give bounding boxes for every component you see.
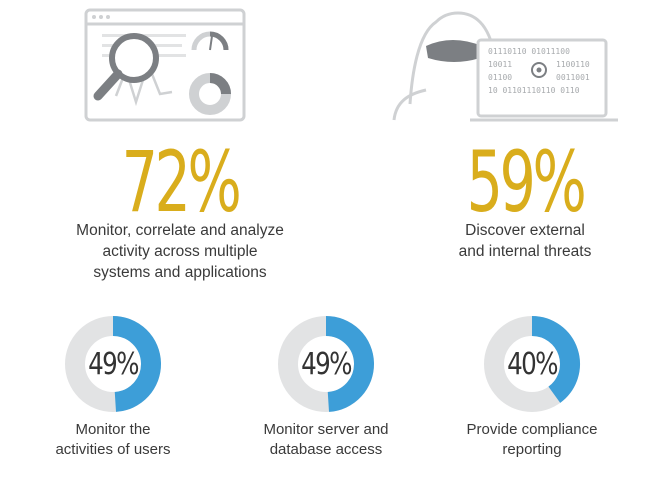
- stat-59-value: 59%: [466, 133, 587, 231]
- donut-percent-label: 49%: [88, 348, 138, 382]
- donut-percent-label: 40%: [507, 348, 557, 382]
- caption-line: Provide compliance: [466, 421, 598, 438]
- donut-value-arc: [531, 316, 580, 403]
- donut-users-caption: Monitor the activities of users: [33, 420, 193, 460]
- caption-line: systems and applications: [93, 264, 267, 281]
- donut-percent-label: 49%: [301, 348, 351, 382]
- binary-line-6: 10 01101110110 0110: [488, 86, 580, 95]
- stat-59-caption: Discover external and internal threats: [395, 220, 655, 262]
- donut-value-arc: [112, 316, 161, 412]
- hacker-laptop-icon: 01110110 01011100 10011 1100110 01100 00…: [392, 11, 618, 122]
- binary-line-1: 01110110 01011100: [488, 47, 570, 56]
- donut-server-db: 49%: [278, 316, 374, 412]
- caption-line: Discover external: [465, 222, 585, 239]
- donut-value-arc: [325, 316, 374, 412]
- donut-users: 49%: [65, 316, 161, 412]
- caption-line: activity across multiple: [102, 243, 258, 260]
- caption-line: database access: [269, 441, 383, 458]
- stat-72-value: 72%: [121, 133, 242, 231]
- binary-line-3: 1100110: [556, 60, 590, 69]
- caption-line: and internal threats: [458, 243, 592, 260]
- caption-line: Monitor server and: [263, 421, 389, 438]
- binary-line-4: 01100: [488, 73, 512, 82]
- caption-line: Monitor the: [75, 421, 151, 438]
- caption-line: reporting: [502, 441, 562, 458]
- caption-line: activities of users: [55, 441, 171, 458]
- donut-compliance: 40%: [484, 316, 580, 412]
- stat-72-caption: Monitor, correlate and analyze activity …: [30, 220, 330, 283]
- donut-compliance-caption: Provide compliance reporting: [442, 420, 622, 460]
- monitoring-dashboard-icon: [84, 8, 246, 122]
- bug-target-icon: [531, 62, 547, 78]
- binary-line-5: 0011001: [556, 73, 590, 82]
- donut-server-db-caption: Monitor server and database access: [236, 420, 416, 460]
- caption-line: Monitor, correlate and analyze: [76, 222, 284, 239]
- binary-line-2: 10011: [488, 60, 512, 69]
